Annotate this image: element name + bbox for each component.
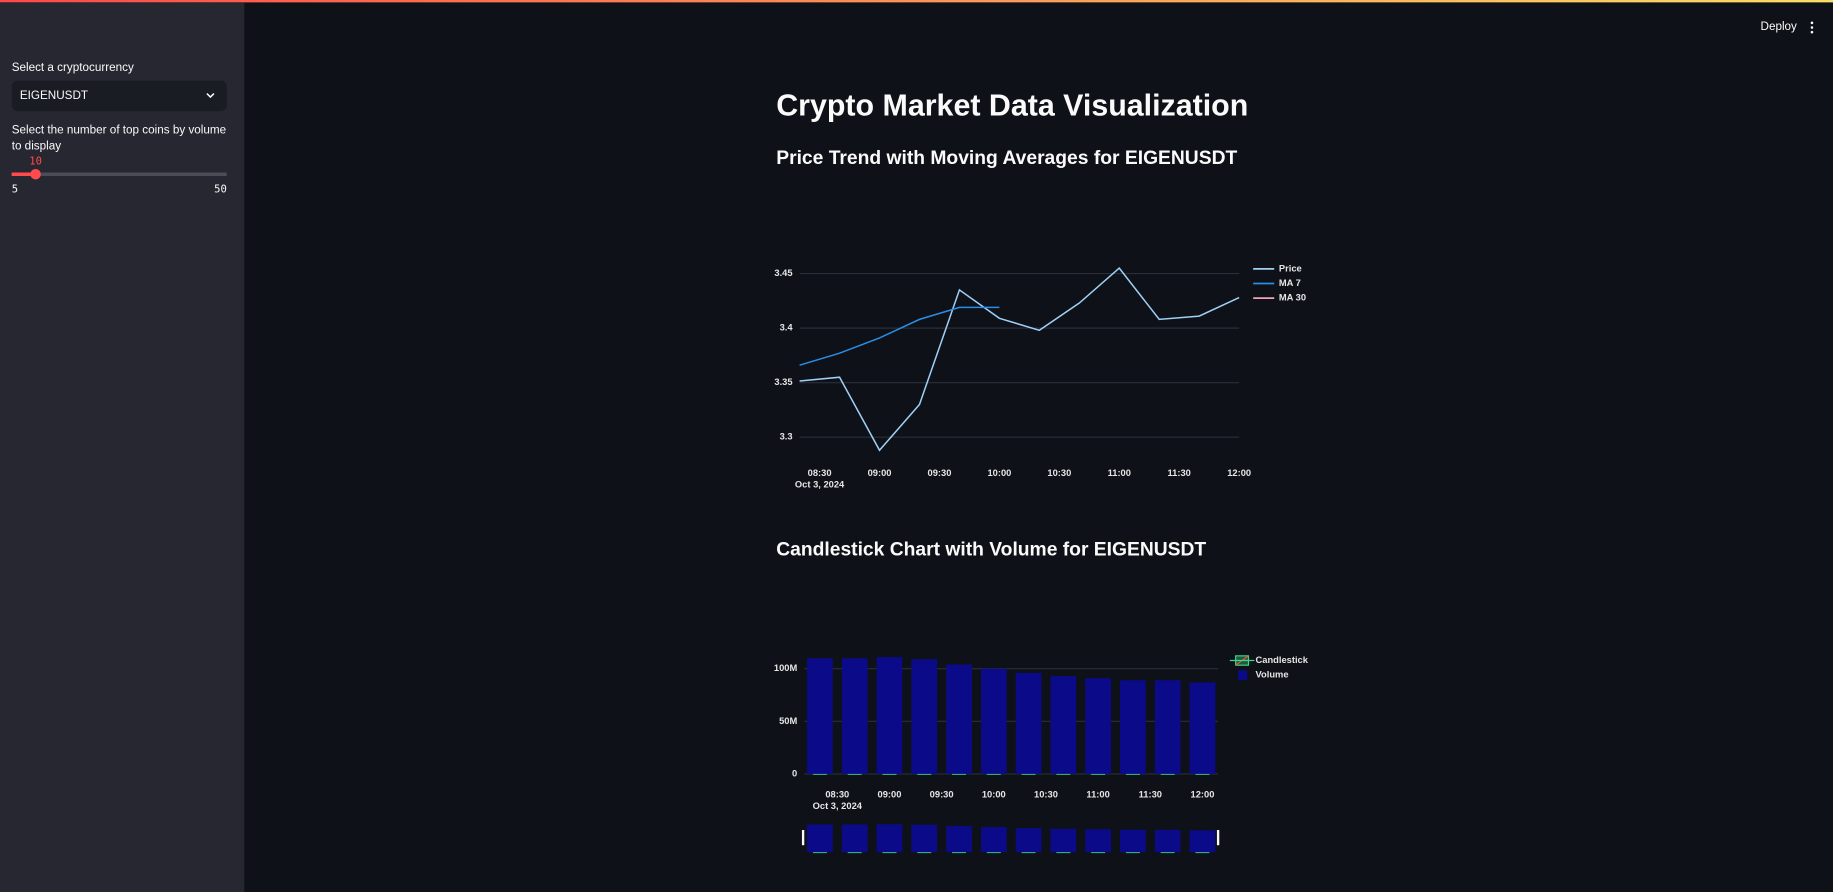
range-slider-bar: [1154, 829, 1181, 853]
slider-min: 5: [12, 183, 18, 195]
legend-label: MA 7: [1279, 278, 1301, 288]
y-tick-label: 100M: [774, 663, 798, 673]
x-tick-label: 12:00: [1227, 468, 1251, 478]
chevron[interactable]: [206, 93, 215, 99]
x-tick-label: 10:30: [1047, 468, 1071, 478]
x-tick-label: 09:30: [930, 789, 954, 799]
top-bar: [0, 0, 1833, 3]
y-tick-label: 3.35: [774, 377, 792, 387]
legend-label: Price: [1279, 263, 1302, 273]
slider-thumb[interactable]: [30, 168, 41, 180]
x-date-label: Oct 3, 2024: [813, 801, 863, 811]
page-title: Crypto Market Data Visualization: [776, 89, 1248, 123]
deploy-button[interactable]: Deploy: [1761, 20, 1798, 33]
x-tick-label: 10:00: [982, 789, 1006, 799]
line-series: [799, 267, 1240, 452]
volume-bar: [980, 668, 1007, 774]
legend-label: Candlestick: [1256, 655, 1309, 665]
menu-dot[interactable]: [1810, 26, 1814, 29]
range-slider-bar: [1015, 828, 1042, 853]
range-slider-bar: [876, 824, 903, 853]
range-slider-bar: [807, 824, 833, 853]
volume-bar: [1189, 682, 1216, 774]
chart-title: Candlestick Chart with Volume for EIGENU…: [776, 540, 1206, 561]
y-tick-label: 3.45: [774, 268, 792, 278]
slider-value: 10: [29, 155, 42, 167]
range-slider-bar: [841, 824, 868, 853]
volume-bar: [1050, 676, 1077, 774]
legend-label: MA 30: [1279, 293, 1306, 303]
x-tick-label: 09:30: [928, 468, 952, 478]
x-date-label: Oct 3, 2024: [795, 480, 845, 490]
y-tick-label: 3.3: [780, 432, 793, 442]
volume-bar: [841, 658, 868, 774]
x-tick-label: 08:30: [808, 468, 832, 478]
select-field[interactable]: [11, 80, 227, 112]
volume-bar: [1154, 680, 1181, 774]
menu-dot[interactable]: [1810, 30, 1814, 34]
slider[interactable]: 10 5 50: [11, 155, 227, 195]
volume-bar: [911, 659, 938, 774]
sidebar: [0, 2, 245, 892]
range-slider-bar: [1050, 828, 1077, 853]
range-slider-bar: [1189, 830, 1216, 853]
chart-title: Price Trend with Moving Averages for EIG…: [776, 148, 1237, 169]
range-handle[interactable]: [801, 830, 805, 846]
y-tick-label: 50M: [779, 716, 797, 726]
x-tick-label: 09:00: [878, 789, 902, 799]
range-slider-bar: [1085, 829, 1111, 853]
select-label: Select a cryptocurrency: [12, 61, 134, 74]
x-tick-label: 10:30: [1034, 789, 1058, 799]
volume-bar: [876, 657, 903, 774]
legend-swatch: [1237, 670, 1248, 680]
select-box[interactable]: EIGENUSDT: [11, 80, 227, 112]
x-tick-label: 12:00: [1191, 789, 1215, 799]
menu-button[interactable]: [1810, 21, 1814, 34]
volume-bar: [1120, 680, 1146, 774]
x-tick-label: 11:30: [1168, 468, 1191, 478]
range-slider-bar: [946, 826, 972, 853]
legend-label: Volume: [1256, 670, 1289, 680]
volume-bar: [807, 658, 833, 774]
y-tick-label: 3.4: [780, 323, 794, 333]
volume-bar: [1085, 678, 1111, 774]
range-handle[interactable]: [1216, 830, 1220, 846]
x-tick-label: 08:30: [825, 789, 849, 799]
select-value[interactable]: EIGENUSDT: [20, 89, 88, 102]
x-tick-label: 11:00: [1086, 789, 1109, 799]
range-slider-bar: [980, 827, 1007, 853]
range-slider-bar: [1120, 829, 1146, 853]
x-tick-label: 10:00: [987, 468, 1011, 478]
x-tick-label: 11:00: [1108, 468, 1131, 478]
slider-max: 50: [214, 183, 227, 195]
x-tick-label: 09:00: [868, 468, 892, 478]
line-series: [799, 306, 1000, 366]
menu-dot[interactable]: [1810, 21, 1814, 25]
volume-bar: [946, 664, 972, 774]
range-slider-bar: [911, 824, 938, 853]
x-tick-label: 11:30: [1139, 789, 1162, 799]
slider-label-box: Select the number of top coins by volume…: [11, 123, 227, 154]
y-tick-label: 0: [792, 768, 797, 778]
slider-label: Select the number of top coins by volume…: [11, 123, 227, 154]
volume-bar: [1015, 672, 1042, 774]
